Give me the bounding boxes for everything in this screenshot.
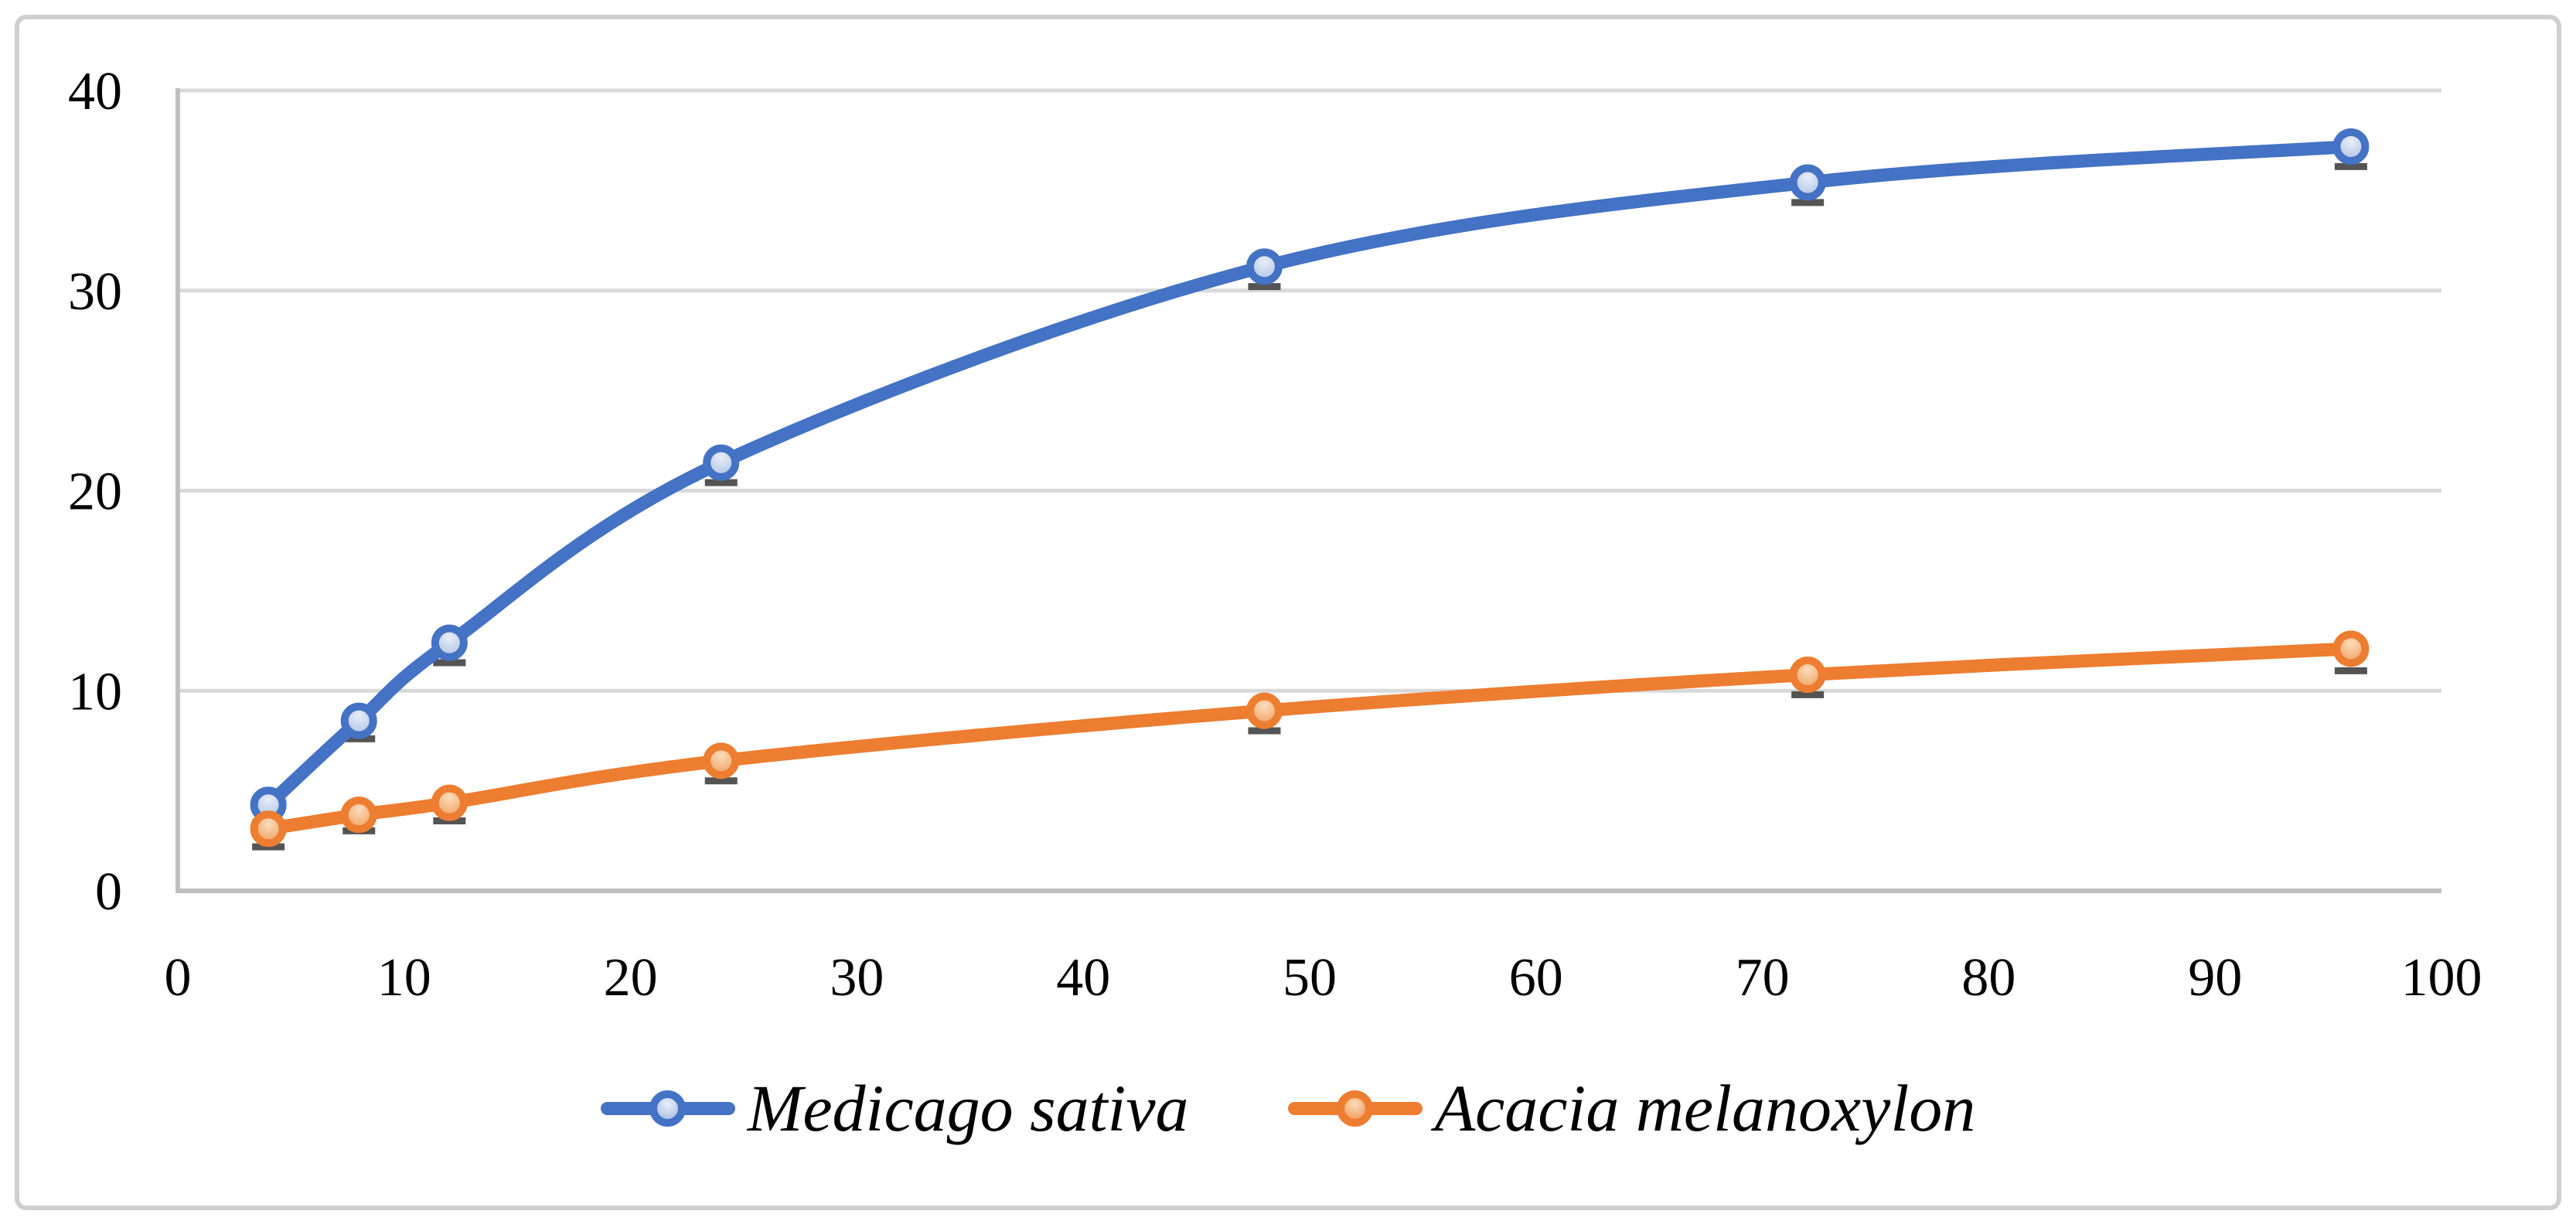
legend-label: Acacia melanoxylon <box>1434 1071 1976 1145</box>
x-tick-label-80: 80 <box>1961 948 2015 1008</box>
x-tick-label-90: 90 <box>2188 948 2242 1008</box>
x-tick-label-70: 70 <box>1736 948 1790 1008</box>
data-point-marker <box>340 702 377 739</box>
x-tick-label-100: 100 <box>2401 948 2482 1008</box>
legend-circle-marker-orange <box>1337 1090 1374 1127</box>
legend-label: Medicago sativa <box>747 1071 1189 1145</box>
data-point-marker <box>1245 248 1283 285</box>
data-point-marker <box>431 784 468 821</box>
y-tick-label-30: 30 <box>68 262 122 322</box>
legend-sample-acacia <box>1287 1086 1423 1130</box>
data-point-marker <box>703 742 740 779</box>
data-point-marker <box>340 796 377 834</box>
chart-legend: Medicago sativa Acacia melanoxylon <box>0 1058 2576 1158</box>
data-point-marker <box>703 444 740 481</box>
x-tick-label-30: 30 <box>830 948 884 1008</box>
series-line-1 <box>261 642 2358 836</box>
legend-circle-marker-blue <box>649 1090 687 1127</box>
legend-item-medicago-sativa: Medicago sativa <box>600 1071 1189 1145</box>
y-tick-label-0: 0 <box>95 862 122 922</box>
data-point-marker <box>1245 692 1283 729</box>
x-tick-label-0: 0 <box>165 948 192 1008</box>
y-tick-label-20: 20 <box>68 462 122 522</box>
y-tick-label-10: 10 <box>68 662 122 721</box>
data-point-marker <box>2332 128 2370 165</box>
legend-sample-medicago <box>600 1086 735 1130</box>
data-point-marker <box>1789 657 1826 694</box>
y-tick-label-40: 40 <box>68 62 122 121</box>
data-point-marker <box>250 810 287 848</box>
data-point-marker <box>1789 164 1826 201</box>
x-tick-label-40: 40 <box>1056 948 1110 1008</box>
data-point-marker <box>431 624 468 661</box>
x-tick-label-50: 50 <box>1283 948 1337 1008</box>
x-tick-label-10: 10 <box>377 948 431 1008</box>
x-tick-label-20: 20 <box>604 948 658 1008</box>
legend-item-acacia-melanoxylon: Acacia melanoxylon <box>1287 1071 1976 1145</box>
x-tick-label-60: 60 <box>1509 948 1563 1008</box>
figure-border <box>15 15 2561 1210</box>
series-line-0 <box>261 139 2358 812</box>
data-point-marker <box>2332 630 2370 667</box>
